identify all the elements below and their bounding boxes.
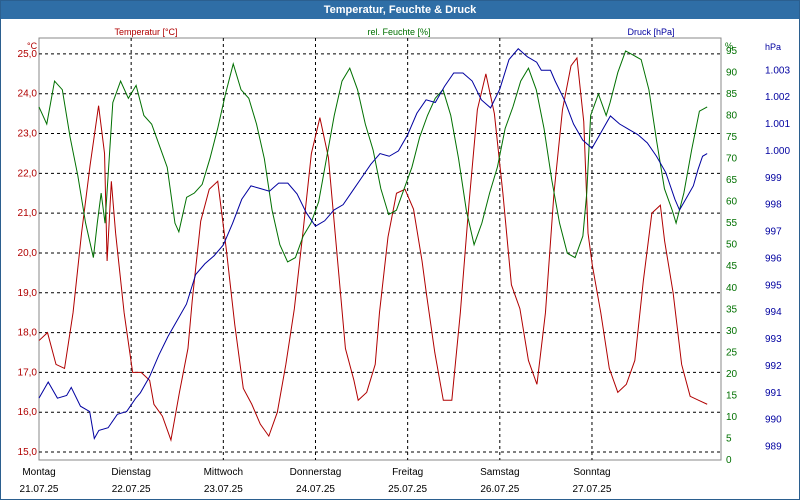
pressure-tick-label: 990 [765,415,782,426]
humidity-tick-label: 45 [726,261,738,272]
temperature-tick-label: 17,0 [18,367,38,378]
temperature-tick-label: 23,0 [18,129,38,140]
humidity-axis-title: rel. Feuchte [%] [367,27,430,37]
humidity-tick-label: 35 [726,304,738,315]
pressure-tick-label: 992 [765,361,782,372]
pressure-tick-label: 999 [765,173,782,184]
pressure-axis-title: Druck [hPa] [627,27,674,37]
axes: Montag 21.07.25 Dienstag 22.07.25 Mittwoch 23… [18,46,791,495]
humidity-tick-label: 0 [726,455,732,466]
humidity-tick-label: 95 [726,46,738,57]
pressure-tick-label: 991 [765,388,782,399]
humidity-tick-label: 30 [726,326,738,337]
pressure-tick-label: 1.003 [765,65,790,76]
x-tick-day: Freitag [392,467,423,478]
x-tick-date: 27.07.25 [573,484,612,495]
temperature-tick-label: 15,0 [18,447,38,458]
temperature-axis-title: Temperatur [°C] [114,27,177,37]
window-title: Temperatur, Feuchte & Druck [1,1,799,19]
x-tick-date: 25.07.25 [388,484,427,495]
x-tick-date: 21.07.25 [20,484,59,495]
temperature-tick-label: 19,0 [18,288,38,299]
humidity-tick-label: 40 [726,283,738,294]
humidity-tick-label: 65 [726,175,738,186]
humidity-tick-label: 5 [726,433,732,444]
pressure-tick-label: 997 [765,227,782,238]
temperature-tick-label: 16,0 [18,407,38,418]
pressure-tick-label: 989 [765,442,782,453]
humidity-tick-label: 15 [726,390,738,401]
x-tick-date: 26.07.25 [480,484,519,495]
x-tick-day: Dienstag [111,467,150,478]
temperature-unit: °C [27,41,38,51]
humidity-tick-label: 90 [726,67,738,78]
pressure-tick-label: 993 [765,334,782,345]
temperature-tick-label: 20,0 [18,248,38,259]
pressure-tick-label: 1.002 [765,92,790,103]
temperature-tick-label: 21,0 [18,208,38,219]
humidity-tick-label: 60 [726,197,738,208]
pressure-tick-label: 1.000 [765,146,790,157]
x-tick-day: Sonntag [573,467,610,478]
pressure-tick-label: 1.001 [765,119,790,130]
pressure-tick-label: 995 [765,280,782,291]
x-tick-date: 22.07.25 [112,484,151,495]
pressure-tick-label: 994 [765,307,782,318]
plot-area [38,37,722,461]
humidity-tick-label: 75 [726,132,738,143]
x-tick-date: 24.07.25 [296,484,335,495]
temperature-tick-label: 18,0 [18,328,38,339]
humidity-series-line [38,50,708,263]
humidity-tick-label: 50 [726,240,738,251]
series-lines [38,48,708,443]
x-tick-date: 23.07.25 [204,484,243,495]
humidity-tick-label: 20 [726,369,738,380]
humidity-tick-label: 85 [726,89,738,100]
humidity-tick-label: 80 [726,111,738,122]
x-tick-day: Samstag [480,467,519,478]
temperature-tick-label: 22,0 [18,168,38,179]
x-tick-day: Montag [22,467,55,478]
pressure-series-line [38,48,708,440]
chart-plot: Montag 21.07.25 Dienstag 22.07.25 Mittwoch 23… [18,27,791,495]
humidity-tick-label: 10 [726,412,738,423]
humidity-tick-label: 70 [726,154,738,165]
temperature-tick-label: 24,0 [18,89,38,100]
temperature-series-line [38,56,708,443]
x-tick-day: Donnerstag [290,467,342,478]
pressure-tick-label: 996 [765,253,782,264]
x-tick-day: Mittwoch [204,467,243,478]
pressure-unit: hPa [765,42,781,52]
humidity-unit: % [725,41,733,51]
humidity-tick-label: 55 [726,218,738,229]
temperature-tick-label: 25,0 [18,49,38,60]
grid-lines [39,38,721,460]
humidity-tick-label: 25 [726,347,738,358]
pressure-tick-label: 998 [765,200,782,211]
